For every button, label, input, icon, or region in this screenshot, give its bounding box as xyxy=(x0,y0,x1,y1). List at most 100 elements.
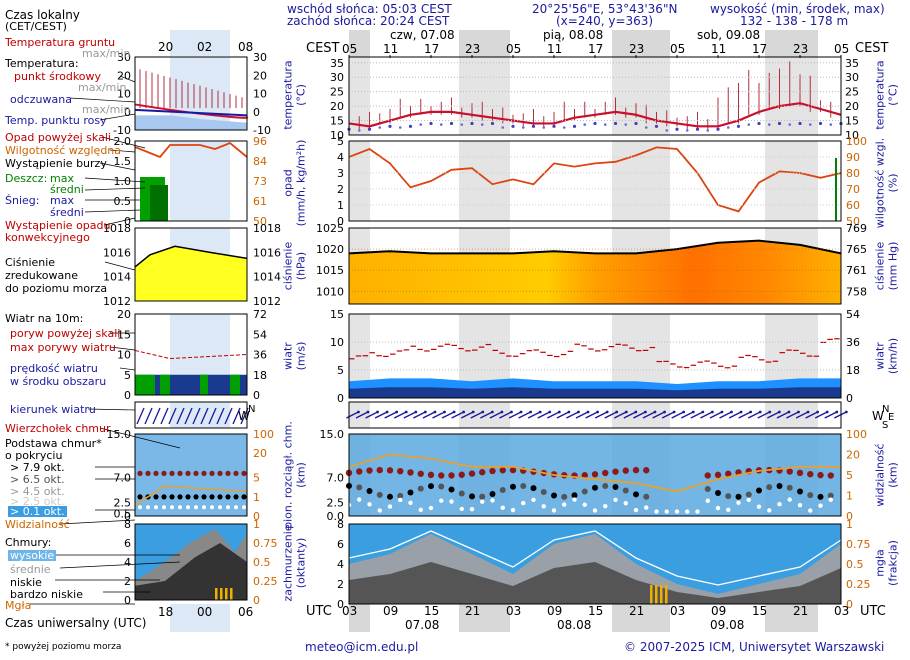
humidity-tick: 80 xyxy=(846,167,860,180)
wind-arrow xyxy=(834,411,847,419)
legend-cloud-low: niskie xyxy=(10,576,42,589)
wind-arrow-head xyxy=(663,410,666,414)
axis-label-press_l: ciśnienie xyxy=(281,241,295,291)
mini-temp-tick: 10 xyxy=(117,88,131,101)
cloud-base-low-dot xyxy=(480,499,485,504)
cloud-base-dot xyxy=(745,491,752,498)
footer-email[interactable]: meteo@icm.edu.pl xyxy=(305,640,419,654)
mini-fog-bar xyxy=(225,588,228,600)
mini-precip-tick: 2.0 xyxy=(114,135,132,148)
legend-pressure-2: zredukowane xyxy=(5,269,78,282)
wind-arrow-head xyxy=(844,410,848,414)
cloud-top-dot xyxy=(366,467,373,474)
mini-temp-tick-r: 10 xyxy=(253,88,267,101)
mini-wind-green xyxy=(230,374,240,395)
panel-border xyxy=(348,140,842,222)
cloud-base-dot xyxy=(469,493,475,500)
wind-arrow xyxy=(805,411,818,419)
mini-cloud-low-dot xyxy=(234,505,238,510)
wind-kmh-tick: 36 xyxy=(846,336,860,349)
mini-pressure-area xyxy=(135,246,247,301)
night-band-top xyxy=(765,30,818,57)
dew-point-dot xyxy=(521,126,525,129)
mini-temp-tick-r: 0 xyxy=(253,106,260,119)
axis-label-hum_r: wilgotność wzgl. xyxy=(873,137,887,229)
dew-point-dot xyxy=(449,121,454,126)
cloud-base-low-dot xyxy=(808,508,813,513)
legend-rain-max: max xyxy=(50,172,74,185)
wind-arrow xyxy=(422,411,436,419)
panel-border xyxy=(348,433,842,517)
legend-cloud-mid: średnie xyxy=(10,563,51,576)
dew-point-dot xyxy=(583,123,587,126)
wind-arrow xyxy=(432,411,445,419)
mini-fog-tick: 0 xyxy=(253,594,260,607)
temp-tick-left: 15 xyxy=(330,115,344,128)
panel-border xyxy=(348,313,842,399)
wind-arrow xyxy=(575,411,589,419)
lt-hour-3: 08 xyxy=(238,40,254,54)
wind-arrow-head xyxy=(366,410,370,414)
visibility-tick: 0 xyxy=(846,510,853,523)
legend-dew-point: Temp. punktu rosy xyxy=(5,114,107,127)
mini-wind-arrow xyxy=(176,407,185,425)
mini-wind-kmh-tick: 36 xyxy=(253,349,267,362)
mini-wind-arrow xyxy=(168,407,177,425)
dew-point-dot xyxy=(706,129,710,132)
mini-compass-n: N xyxy=(248,404,255,415)
mini-temp-tick: -10 xyxy=(113,124,131,137)
mini-cloud-top-dot xyxy=(201,470,207,476)
wind-arrow xyxy=(604,411,618,419)
dew-point-dot xyxy=(542,126,546,129)
wind-arrow xyxy=(556,411,570,419)
cloud-base-low-dot xyxy=(644,505,649,510)
cloud-base-tick: 15.0 xyxy=(320,428,345,441)
pressure-mmhg-tick: 769 xyxy=(846,222,867,235)
cloud-base-dot xyxy=(725,493,732,500)
visibility-line xyxy=(348,453,841,493)
precip-tick: 5 xyxy=(337,135,344,148)
cloud-base-low-dot xyxy=(572,497,577,502)
mini-night-top xyxy=(170,30,230,56)
night-band xyxy=(765,57,818,135)
mini-cloud-base-dot xyxy=(185,494,191,500)
wind-arrow-head xyxy=(691,410,695,414)
cloud-base-low-dot xyxy=(541,504,546,509)
pressure-tick: 1025 xyxy=(316,222,344,235)
wind-tick: 5 xyxy=(337,364,344,377)
temp-tick-left: 25 xyxy=(330,86,344,99)
cloud-base-dot xyxy=(561,493,568,500)
axis-label-press_l: (hPa) xyxy=(294,251,308,281)
wind-arrow xyxy=(594,411,608,419)
mini-wind-arrow xyxy=(200,407,209,425)
utc-label-left: UTC xyxy=(306,604,332,619)
night-band xyxy=(459,57,510,135)
legend-cloud-high: wysokie xyxy=(8,549,57,562)
dew-point-dot xyxy=(439,123,443,126)
mini-precip-tick: 1.5 xyxy=(114,155,132,168)
cloud-base-dot xyxy=(766,484,773,491)
legend-connector xyxy=(104,217,136,226)
wind-arrow xyxy=(661,411,675,419)
wind-arrow xyxy=(709,411,723,419)
mini-cloud-top-dot xyxy=(185,470,191,476)
bottom-date-3: 09.08 xyxy=(710,618,745,632)
bottom-hour-label: 09 xyxy=(711,604,727,618)
wind-arrow-head xyxy=(490,410,494,414)
legend-connector xyxy=(87,408,136,411)
axis-label-wind_l: (m/s) xyxy=(294,341,308,371)
cloud-top-dot xyxy=(397,467,404,475)
wind-arrow-head xyxy=(701,410,705,414)
cloud-top-dot xyxy=(509,466,517,474)
legend-pressure-1: Ciśnienie xyxy=(5,256,56,269)
night-band xyxy=(765,141,818,221)
cloud-base-dot xyxy=(622,487,629,494)
mini-cb-tick: 0 xyxy=(124,510,131,523)
cloud-base-dot xyxy=(376,491,383,498)
visibility-tick: 1 xyxy=(846,490,853,503)
humidity-tick: 50 xyxy=(846,215,860,228)
wind-arrow-head xyxy=(404,410,408,414)
cloud-base-dot xyxy=(817,493,824,500)
dew-point-dot xyxy=(480,123,484,126)
mini-wind-arrow xyxy=(136,407,145,425)
